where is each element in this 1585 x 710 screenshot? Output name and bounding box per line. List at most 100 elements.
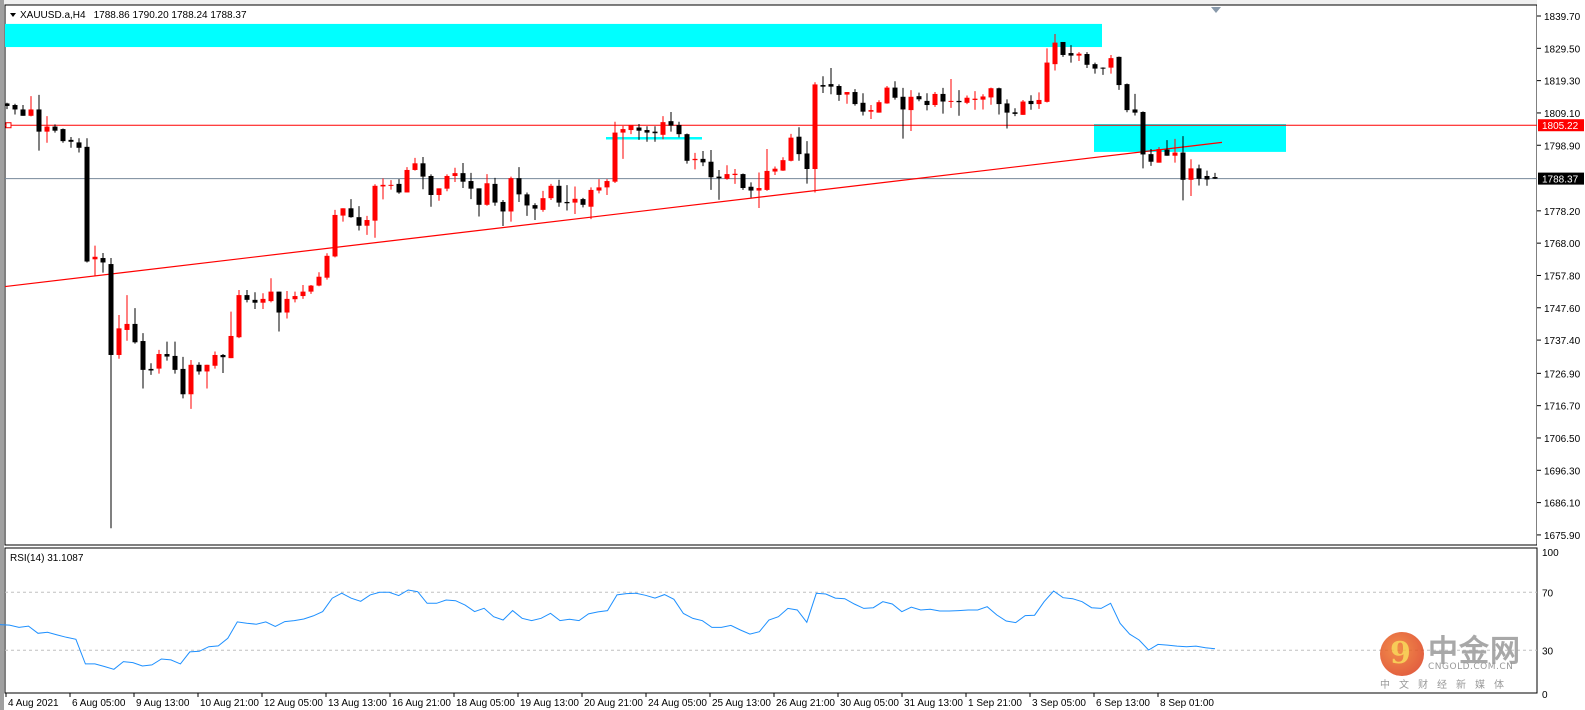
candle-body <box>836 86 842 95</box>
candle <box>1172 138 1178 163</box>
candle <box>420 156 426 190</box>
candle-body <box>644 130 650 133</box>
candle-body <box>612 132 618 182</box>
time-tick-label: 3 Sep 05:00 <box>1032 698 1086 709</box>
candle <box>516 167 522 202</box>
candle <box>788 133 794 162</box>
candle <box>836 84 842 101</box>
candle-body <box>412 163 418 170</box>
candle-body <box>1116 56 1122 86</box>
price-tick-label: 1716.70 <box>1544 402 1581 413</box>
time-tick-label: 31 Aug 13:00 <box>904 698 963 709</box>
candle-body <box>964 97 970 103</box>
candle-body <box>1180 152 1186 180</box>
candle-body <box>348 208 354 218</box>
candle <box>124 295 130 341</box>
candle-body <box>828 84 834 87</box>
candle <box>964 95 970 105</box>
candle-body <box>1004 103 1010 113</box>
price-tick-label: 1819.30 <box>1544 77 1581 88</box>
candle <box>1204 170 1210 186</box>
candle-body <box>932 93 938 106</box>
candle <box>772 166 778 176</box>
dropdown-triangle-icon[interactable] <box>10 13 16 17</box>
candle <box>884 86 890 104</box>
candle-body <box>484 183 490 205</box>
time-tick-label: 18 Aug 05:00 <box>456 698 515 709</box>
candle-body <box>980 96 986 100</box>
candle <box>1196 164 1202 186</box>
candle-body <box>68 139 74 142</box>
candle-body <box>84 146 90 262</box>
candle <box>724 165 730 180</box>
candle <box>180 356 186 399</box>
candle-body <box>1188 168 1194 180</box>
candle-body <box>588 189 594 207</box>
candle <box>1044 48 1050 103</box>
candle <box>820 76 826 93</box>
candle <box>468 172 474 200</box>
candle-body <box>420 163 426 177</box>
candle <box>1148 149 1154 166</box>
candle-body <box>604 181 610 188</box>
candle <box>44 116 50 143</box>
candle <box>12 103 18 115</box>
time-tick-label: 1 Sep 21:00 <box>968 698 1022 709</box>
candle <box>980 94 986 110</box>
candle <box>284 290 290 319</box>
candle <box>52 124 58 133</box>
price-tick-label: 1798.90 <box>1544 141 1581 152</box>
candle <box>1188 159 1194 196</box>
candle-body <box>492 183 498 203</box>
candle-body <box>676 124 682 135</box>
candle <box>500 200 506 227</box>
price-pane-frame <box>4 4 1538 546</box>
price-pane[interactable]: XAUUSD.a,H4 1788.86 1790.20 1788.24 1788.… <box>4 4 1538 546</box>
candle <box>452 167 458 183</box>
candle-body <box>628 124 634 131</box>
candle <box>476 188 482 217</box>
candle <box>1012 108 1018 117</box>
price-tick-label: 1686.10 <box>1544 499 1581 510</box>
candle-body <box>1092 64 1098 69</box>
candle <box>1116 56 1122 90</box>
time-tick-label: 16 Aug 21:00 <box>392 698 451 709</box>
candle <box>300 284 306 299</box>
candle-body <box>756 188 762 191</box>
candle-body <box>876 102 882 113</box>
candle-body <box>868 110 874 112</box>
candle-body <box>1148 154 1154 162</box>
time-tick-label: 6 Aug 05:00 <box>72 698 126 709</box>
candle-body <box>292 296 298 300</box>
candle-body <box>844 92 850 95</box>
time-tick-label: 24 Aug 05:00 <box>648 698 707 709</box>
candle <box>548 183 554 201</box>
candle <box>260 293 266 310</box>
chart-shift-marker-icon[interactable] <box>1211 7 1221 13</box>
candle-body <box>660 122 666 135</box>
rsi-label: RSI(14) 31.1087 <box>10 553 84 564</box>
candle-body <box>1084 54 1090 65</box>
candle-body <box>524 194 530 206</box>
time-tick-label: 4 Aug 2021 <box>8 698 59 709</box>
candles-layer <box>4 34 1218 529</box>
price-tick-label: 1768.00 <box>1544 239 1581 250</box>
candle <box>972 91 978 110</box>
candle-body <box>772 168 778 172</box>
candle <box>876 100 882 113</box>
rsi-pane[interactable]: RSI(14) 31.1087 <box>0 547 1538 694</box>
candle-body <box>116 328 122 355</box>
price-tick-label: 1737.40 <box>1544 336 1581 347</box>
candle <box>660 116 666 140</box>
time-tick-label: 13 Aug 13:00 <box>328 698 387 709</box>
candle-body <box>860 102 866 112</box>
candle <box>396 179 402 194</box>
candle <box>556 179 562 207</box>
supply-demand-zone <box>5 23 1102 48</box>
candle-body <box>1132 109 1138 113</box>
candle-body <box>332 214 338 257</box>
candle-body <box>132 323 138 343</box>
candle-body <box>1028 100 1034 105</box>
candle-body <box>316 276 322 286</box>
